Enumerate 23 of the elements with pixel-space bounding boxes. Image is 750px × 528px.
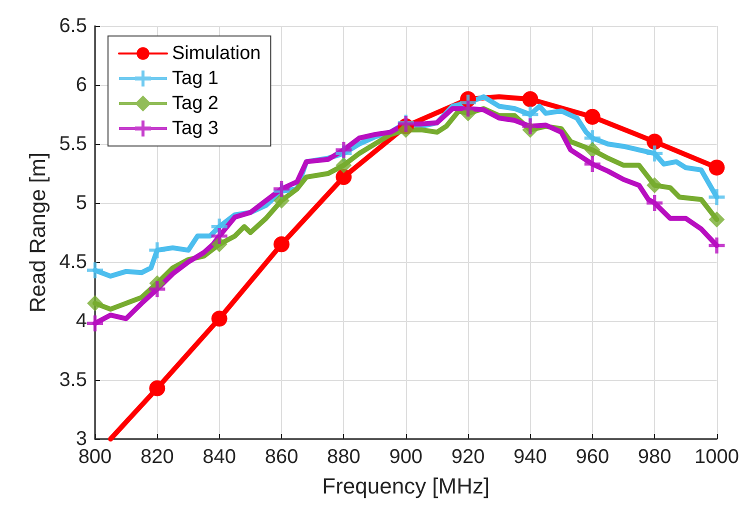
x-axis-title: Frequency [MHz] xyxy=(322,474,490,498)
y-tick-label: 6.5 xyxy=(59,15,87,37)
x-tick-label: 960 xyxy=(576,446,610,468)
x-tick-label: 820 xyxy=(140,446,174,468)
y-tick-label: 4.5 xyxy=(59,251,87,273)
y-tick-label: 6 xyxy=(76,74,87,96)
legend-label: Tag 2 xyxy=(172,93,218,114)
y-tick-label: 5 xyxy=(76,192,87,214)
x-tick-label: 840 xyxy=(202,446,236,468)
x-tick-label: 880 xyxy=(327,446,360,468)
x-tick-label: 1000 xyxy=(694,446,740,468)
legend-label: Tag 1 xyxy=(172,68,218,89)
y-tick-label: 5.5 xyxy=(59,133,87,155)
x-tick-label: 920 xyxy=(451,446,485,468)
x-tick-label: 860 xyxy=(264,446,298,468)
x-tick-label: 940 xyxy=(514,446,547,468)
x-tick-label: 980 xyxy=(638,446,672,468)
legend-label: Simulation xyxy=(172,43,261,64)
legend-label: Tag 3 xyxy=(172,118,218,139)
x-tick-label: 900 xyxy=(389,446,423,468)
y-tick-label: 4 xyxy=(76,310,87,332)
y-tick-label: 3.5 xyxy=(59,369,87,391)
y-axis-title: Read Range [m] xyxy=(24,152,50,313)
